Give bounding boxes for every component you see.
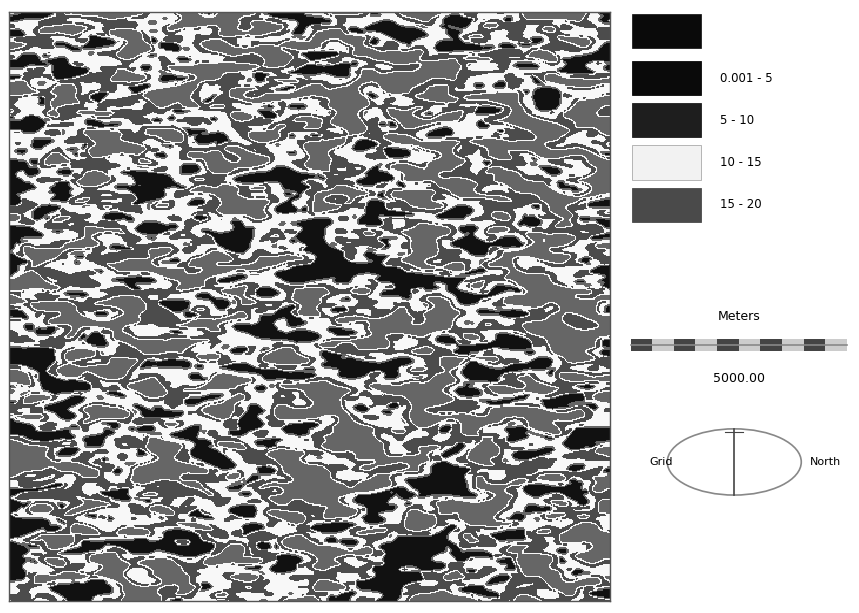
FancyBboxPatch shape [782, 339, 804, 351]
Text: 5 - 10: 5 - 10 [720, 114, 754, 127]
FancyBboxPatch shape [673, 339, 696, 351]
FancyBboxPatch shape [739, 339, 760, 351]
FancyBboxPatch shape [631, 61, 701, 95]
FancyBboxPatch shape [696, 339, 717, 351]
FancyBboxPatch shape [631, 103, 701, 137]
Text: 10 - 15: 10 - 15 [720, 156, 761, 169]
FancyBboxPatch shape [631, 13, 701, 48]
FancyBboxPatch shape [804, 339, 825, 351]
Text: 0.001 - 5: 0.001 - 5 [720, 72, 772, 85]
FancyBboxPatch shape [717, 339, 739, 351]
Text: Meters: Meters [717, 310, 760, 324]
FancyBboxPatch shape [760, 339, 782, 351]
FancyBboxPatch shape [631, 339, 652, 351]
Text: 15 - 20: 15 - 20 [720, 198, 761, 211]
FancyBboxPatch shape [825, 339, 847, 351]
Text: 5000.00: 5000.00 [713, 372, 765, 385]
Text: North: North [810, 457, 842, 467]
FancyBboxPatch shape [652, 339, 673, 351]
Text: Grid: Grid [649, 457, 673, 467]
FancyBboxPatch shape [631, 188, 701, 222]
FancyBboxPatch shape [631, 145, 701, 180]
